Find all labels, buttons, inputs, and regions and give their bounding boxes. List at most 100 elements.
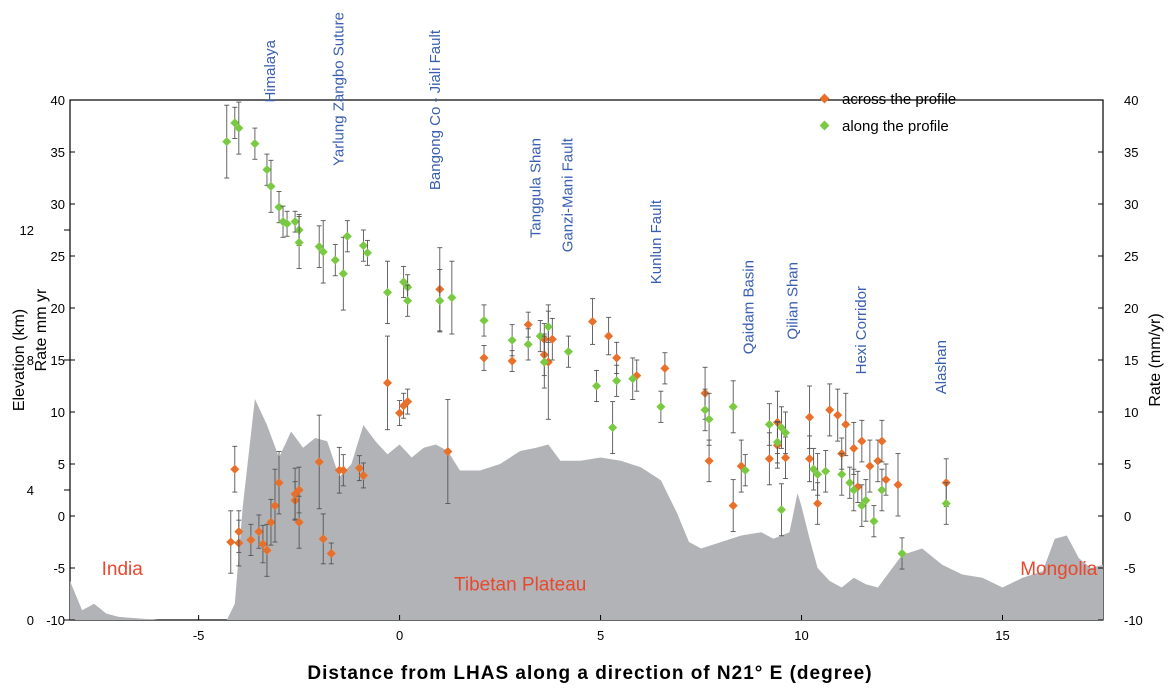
data-point bbox=[873, 456, 883, 466]
rate-tick-label-right: 15 bbox=[1124, 353, 1138, 368]
x-tick-label: 10 bbox=[794, 628, 808, 643]
data-point bbox=[865, 461, 875, 471]
data-point bbox=[728, 402, 738, 412]
data-point bbox=[825, 405, 835, 415]
legend-marker-along bbox=[819, 120, 830, 131]
data-point bbox=[813, 469, 823, 479]
data-point bbox=[395, 408, 405, 418]
data-point bbox=[479, 315, 489, 326]
data-point bbox=[262, 545, 272, 555]
data-point bbox=[563, 347, 573, 357]
data-point bbox=[837, 469, 847, 479]
feature-label: Hexi Corridor bbox=[853, 286, 870, 374]
data-point bbox=[588, 316, 598, 327]
data-point bbox=[262, 165, 272, 175]
x-tick-label: -5 bbox=[193, 628, 205, 643]
region-labels: India Tibetan Plateau Mongolia bbox=[102, 559, 1098, 596]
legend-label-along: along the profile bbox=[842, 118, 949, 135]
data-point bbox=[881, 475, 891, 485]
data-point bbox=[234, 527, 244, 537]
feature-label: Bangong Co - Jiali Fault bbox=[427, 29, 444, 190]
x-tick-label: 0 bbox=[396, 628, 403, 643]
data-point bbox=[358, 241, 368, 251]
data-point bbox=[941, 498, 951, 509]
data-point bbox=[226, 537, 236, 547]
data-point bbox=[728, 501, 738, 511]
feature-label: Himalaya bbox=[262, 39, 279, 102]
data-point bbox=[704, 456, 714, 466]
rate-tick-label-left: 30 bbox=[51, 197, 65, 212]
rate-tick-label-left: 15 bbox=[51, 353, 65, 368]
data-point bbox=[447, 293, 457, 303]
data-point bbox=[897, 548, 907, 558]
data-point bbox=[656, 402, 666, 412]
elev-tick-label: 8 bbox=[27, 353, 34, 368]
data-point bbox=[660, 363, 670, 373]
data-point bbox=[507, 335, 517, 345]
topography-layer bbox=[70, 399, 1103, 620]
data-point bbox=[274, 202, 284, 212]
data-point bbox=[539, 357, 549, 367]
data-point bbox=[845, 478, 855, 488]
data-point bbox=[805, 412, 815, 422]
feature-label: Qilian Shan bbox=[785, 262, 802, 340]
data-point bbox=[849, 443, 859, 453]
data-point bbox=[230, 118, 240, 128]
legend-label-across: across the profile bbox=[842, 91, 956, 108]
data-point bbox=[700, 405, 710, 415]
data-point bbox=[805, 454, 815, 464]
data-point bbox=[294, 237, 304, 248]
region-label: Mongolia bbox=[1020, 559, 1098, 580]
data-point bbox=[523, 320, 533, 330]
y-axis-title-elevation: Elevation (km) bbox=[11, 309, 28, 411]
data-point bbox=[523, 339, 533, 349]
data-point bbox=[330, 255, 340, 265]
rate-tick-label-right: 35 bbox=[1124, 145, 1138, 160]
data-point bbox=[764, 454, 774, 464]
feature-label: Tanggula Shan bbox=[527, 138, 544, 238]
rate-tick-label-right: 30 bbox=[1124, 197, 1138, 212]
data-point bbox=[362, 248, 372, 258]
data-point bbox=[254, 527, 264, 537]
data-point bbox=[764, 419, 774, 430]
data-point bbox=[266, 181, 276, 191]
rate-tick-label-left: 20 bbox=[51, 301, 65, 316]
elev-tick-label: 0 bbox=[27, 613, 34, 628]
rate-tick-label-left: 25 bbox=[51, 249, 65, 264]
rate-tick-label-left: 10 bbox=[51, 405, 65, 420]
rate-tick-label-left: 5 bbox=[58, 457, 65, 472]
x-axis-title: Distance from LHAS along a direction of … bbox=[307, 663, 872, 684]
rate-tick-label-right: 0 bbox=[1124, 509, 1131, 524]
rate-tick-label-left: 40 bbox=[51, 93, 65, 108]
data-point bbox=[776, 505, 786, 515]
region-label: Tibetan Plateau bbox=[454, 575, 586, 596]
data-point bbox=[318, 247, 328, 257]
region-label: India bbox=[102, 559, 144, 580]
data-point bbox=[338, 269, 348, 279]
topography-profile bbox=[70, 399, 1103, 620]
data-point bbox=[861, 495, 871, 505]
data-point bbox=[342, 231, 352, 241]
rate-tick-label-right: 20 bbox=[1124, 301, 1138, 316]
data-point bbox=[250, 139, 260, 149]
data-point bbox=[877, 485, 887, 495]
rate-tick-label-right: 40 bbox=[1124, 93, 1138, 108]
legend: across the profile along the profile bbox=[819, 91, 956, 135]
rate-tick-label-right: -5 bbox=[1124, 561, 1136, 576]
rate-tick-label-right: 10 bbox=[1124, 405, 1138, 420]
x-tick-label: 5 bbox=[597, 628, 604, 643]
data-point bbox=[740, 465, 750, 475]
data-point bbox=[294, 517, 304, 527]
data-point bbox=[604, 331, 614, 341]
data-point bbox=[893, 480, 903, 490]
data-point bbox=[821, 466, 831, 476]
feature-label: Ganzi-Mani Fault bbox=[559, 137, 576, 252]
feature-label: Alashan bbox=[933, 340, 950, 394]
data-point bbox=[841, 419, 851, 430]
axes: -5 0 5 10 15 -10 -10 -5 -5 0 0 5 5 10 10 15 15 20 20 25 25 30… bbox=[20, 93, 1143, 643]
data-point bbox=[704, 414, 714, 424]
data-point bbox=[507, 356, 517, 366]
feature-labels: Himalaya Yarlung Zangbo Suture Bangong Co … bbox=[262, 12, 950, 394]
feature-label: Yarlung Zangbo Suture bbox=[330, 12, 347, 166]
data-point bbox=[877, 436, 887, 446]
